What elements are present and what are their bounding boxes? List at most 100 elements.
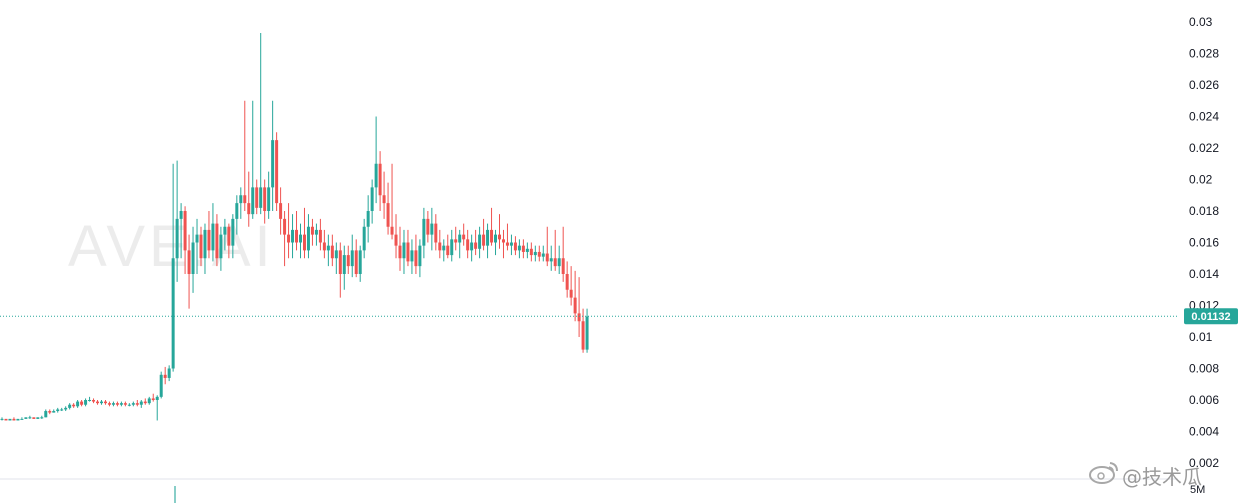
candle-body bbox=[255, 187, 259, 208]
candle-body bbox=[370, 187, 374, 211]
candle-body bbox=[366, 211, 370, 227]
candle-body bbox=[80, 401, 84, 405]
candle-body bbox=[119, 403, 123, 405]
candle-body bbox=[251, 187, 255, 215]
candle-body bbox=[390, 226, 394, 235]
candle-body bbox=[267, 187, 271, 211]
candle-body bbox=[159, 374, 163, 397]
candle-body bbox=[450, 239, 454, 256]
candle-body bbox=[494, 234, 498, 243]
chart-watermark: AVE.AI bbox=[68, 214, 275, 279]
candle-body bbox=[330, 245, 334, 259]
weibo-handle: @技术瓜 bbox=[1122, 465, 1202, 489]
candle-body bbox=[96, 401, 100, 404]
candle-body bbox=[486, 229, 490, 246]
candle-body bbox=[466, 239, 470, 251]
candle-body bbox=[147, 398, 151, 404]
candle-body bbox=[513, 242, 517, 251]
candle-body bbox=[478, 234, 482, 249]
candle-body bbox=[235, 203, 239, 219]
candle-body bbox=[378, 163, 382, 196]
candle-body bbox=[283, 218, 287, 235]
candle-body bbox=[585, 316, 589, 350]
candle-body bbox=[207, 229, 211, 251]
y-tick-label: 0.018 bbox=[1189, 204, 1219, 218]
y-tick-label: 0.008 bbox=[1189, 362, 1219, 376]
candle-body bbox=[195, 234, 199, 243]
candle-body bbox=[490, 229, 494, 243]
candle-body bbox=[60, 409, 64, 411]
candle-body bbox=[545, 253, 549, 262]
candle-body bbox=[24, 417, 28, 419]
candle-body bbox=[36, 417, 40, 419]
candle-body bbox=[299, 234, 302, 243]
candle-body bbox=[306, 226, 310, 251]
y-tick-label: 0.01 bbox=[1189, 330, 1213, 344]
candle-body bbox=[183, 211, 187, 251]
candle-body bbox=[243, 195, 247, 204]
candle-body bbox=[187, 250, 191, 274]
candle-body bbox=[498, 234, 501, 240]
candle-body bbox=[279, 203, 283, 219]
y-tick-label: 0.02 bbox=[1189, 173, 1213, 187]
social-watermark: @技术瓜 bbox=[1089, 462, 1202, 489]
candle-body bbox=[342, 255, 346, 274]
candle-body bbox=[505, 242, 509, 246]
candle-body bbox=[0, 418, 4, 420]
candle-body bbox=[549, 258, 553, 262]
y-tick-label: 0.002 bbox=[1189, 456, 1219, 470]
candle-body bbox=[382, 195, 386, 204]
candle-body bbox=[215, 223, 219, 259]
candle-body bbox=[103, 401, 107, 404]
candle-body bbox=[553, 258, 557, 267]
candle-body bbox=[8, 418, 12, 421]
candle-body bbox=[581, 321, 585, 350]
candle-body bbox=[4, 418, 8, 421]
candle-body bbox=[84, 400, 88, 405]
candle-body bbox=[28, 417, 32, 419]
candle-body bbox=[40, 417, 44, 419]
candle-body bbox=[326, 245, 330, 251]
y-tick-label: 0.016 bbox=[1189, 236, 1219, 250]
candle-body bbox=[287, 234, 291, 243]
candle-body bbox=[533, 251, 537, 256]
candle-body bbox=[410, 250, 414, 262]
candle-body bbox=[171, 258, 175, 369]
candle-body bbox=[239, 195, 243, 204]
candle-body bbox=[565, 274, 569, 290]
y-tick-label: 0.014 bbox=[1189, 267, 1219, 281]
candle-body bbox=[310, 226, 314, 235]
candle-body bbox=[56, 409, 60, 412]
candle-body bbox=[426, 218, 430, 235]
candle-body bbox=[107, 403, 111, 405]
candle-body bbox=[470, 242, 474, 251]
candle-body bbox=[32, 417, 36, 419]
candle-body bbox=[199, 234, 203, 259]
candle-body bbox=[191, 242, 195, 274]
y-tick-label: 0.03 bbox=[1189, 15, 1213, 29]
candle-body bbox=[68, 404, 72, 408]
candle-body bbox=[442, 245, 446, 251]
candle-body bbox=[482, 234, 486, 246]
candle-body bbox=[314, 229, 318, 235]
candle-body bbox=[454, 239, 458, 243]
candle-body bbox=[131, 403, 135, 405]
candle-body bbox=[398, 245, 402, 259]
candle-body bbox=[430, 223, 434, 235]
candle-body bbox=[517, 245, 521, 251]
price-axis[interactable]: 0.03 0.028 0.026 0.024 0.022 0.02 0.018 0.016 0.… bbox=[1189, 15, 1219, 470]
weibo-icon bbox=[1089, 462, 1118, 484]
candle-body bbox=[529, 248, 533, 256]
candle-body bbox=[92, 400, 96, 402]
candle-body bbox=[100, 401, 103, 404]
candle-body bbox=[422, 218, 426, 246]
candle-body bbox=[247, 203, 251, 215]
candle-body bbox=[537, 251, 541, 257]
y-tick-label: 0.006 bbox=[1189, 393, 1219, 407]
candle-body bbox=[76, 401, 80, 407]
candle-series bbox=[0, 33, 589, 421]
crosshair-marker bbox=[174, 486, 176, 503]
candle-body bbox=[577, 313, 581, 322]
current-price-tag: 0.01132 bbox=[1184, 308, 1238, 325]
